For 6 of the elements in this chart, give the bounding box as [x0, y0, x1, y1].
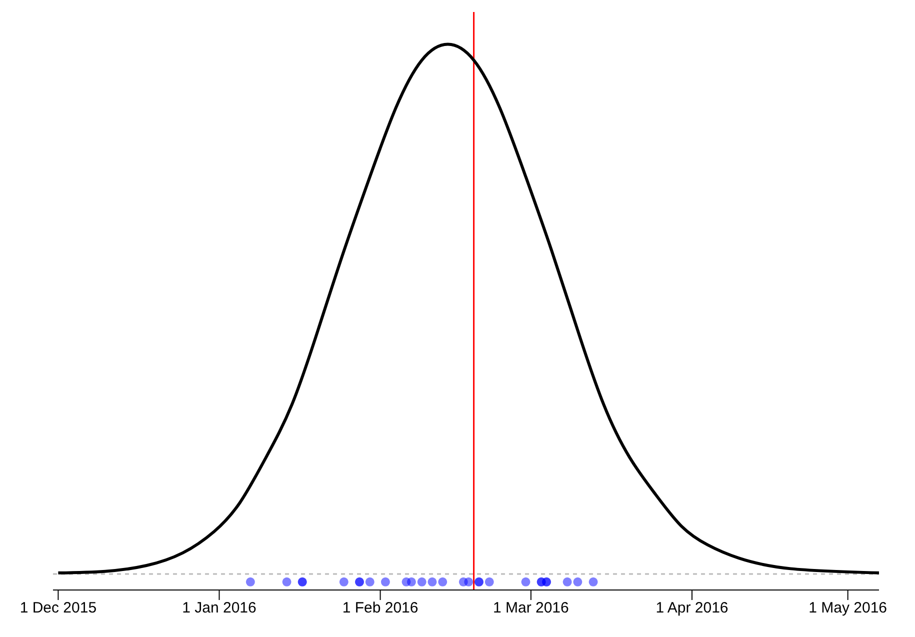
x-tick-label: 1 Dec 2015 [20, 600, 97, 617]
x-tick-label: 1 Jan 2016 [182, 600, 256, 617]
x-tick-label: 1 Apr 2016 [656, 600, 728, 617]
x-tick-label: 1 Feb 2016 [342, 600, 418, 617]
x-tick-label: 1 May 2016 [808, 600, 888, 617]
x-tick-label: 1 Mar 2016 [492, 600, 569, 617]
